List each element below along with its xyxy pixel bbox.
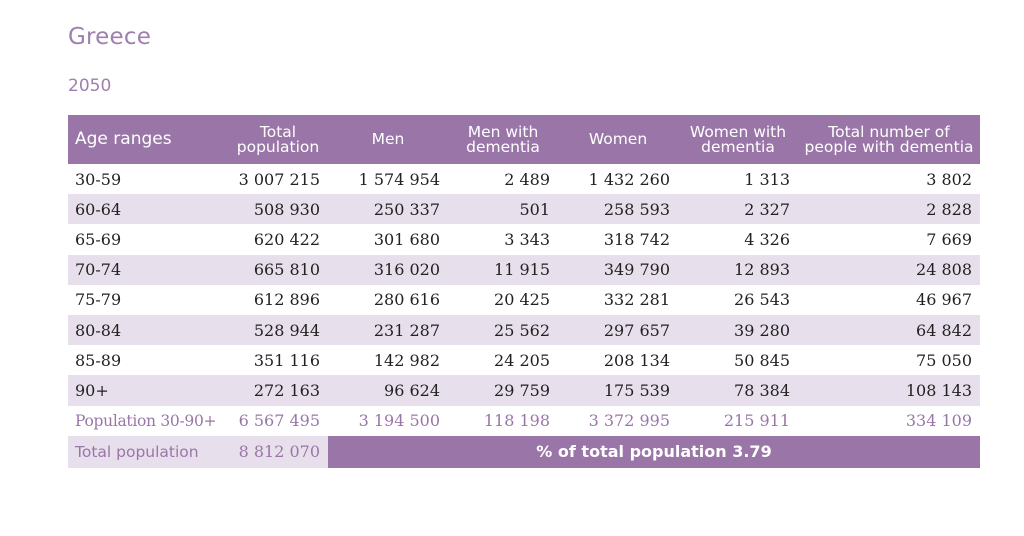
header-men-with-dementia: Men with dementia (466, 122, 540, 156)
cell-women-with-dementia: 2 327 (744, 199, 790, 219)
cell-age-range: 60-64 (75, 199, 122, 219)
total-population-label: Total population (68, 435, 228, 468)
total-population-value: 8 812 070 (228, 435, 328, 468)
cell-age-range: 65-69 (75, 229, 122, 249)
subtotal-total-dementia: 334 109 (905, 411, 972, 431)
cell-women: 1 432 260 (588, 169, 670, 189)
cell-women-with-dementia: 1 313 (744, 169, 790, 189)
cell-total-population: 272 163 (253, 380, 320, 400)
cell-men: 301 680 (373, 229, 440, 249)
page-title: Greece (68, 24, 152, 50)
cell-men: 142 982 (373, 350, 440, 370)
subtotal-women-dementia: 215 911 (723, 411, 790, 431)
header-women: Women (588, 130, 648, 148)
year-subtitle: 2050 (68, 76, 112, 96)
cell-men-with-dementia: 501 (519, 199, 550, 219)
table-row: 30-59 3 007 215 1 574 954 2 489 1 432 260 1 3… (68, 164, 980, 195)
cell-total-with-dementia: 3 802 (926, 169, 972, 189)
cell-women-with-dementia: 50 845 (734, 350, 790, 370)
cell-women: 208 134 (603, 350, 670, 370)
subtotal-men: 3 194 500 (358, 411, 440, 431)
cell-men-with-dementia: 11 915 (494, 260, 550, 280)
total-population-row: Total population 8 812 070 % of total po… (68, 435, 980, 468)
cell-women: 332 281 (603, 290, 670, 310)
cell-women-with-dementia: 78 384 (734, 380, 790, 400)
cell-women-with-dementia: 39 280 (734, 320, 790, 340)
cell-men-with-dementia: 24 205 (494, 350, 550, 370)
cell-total-with-dementia: 24 808 (916, 260, 972, 280)
cell-men-with-dementia: 20 425 (494, 290, 550, 310)
cell-age-range: 70-74 (75, 260, 122, 280)
cell-men-with-dementia: 29 759 (494, 380, 550, 400)
cell-total-population: 665 810 (253, 260, 320, 280)
table-row: 90+ 272 163 96 624 29 759 175 539 78 384 108 1… (68, 375, 980, 406)
cell-total-with-dementia: 108 143 (905, 380, 972, 400)
cell-men: 316 020 (373, 260, 440, 280)
cell-total-with-dementia: 46 967 (916, 290, 972, 310)
subtotal-row: Population 30-90+ 6 567 495 3 194 500 11… (68, 405, 980, 436)
cell-men: 96 624 (384, 380, 440, 400)
table-header-row: Age ranges Total population Men Men with… (68, 115, 980, 164)
cell-total-with-dementia: 64 842 (916, 320, 972, 340)
cell-total-with-dementia: 2 828 (926, 199, 972, 219)
cell-total-population: 612 896 (253, 290, 320, 310)
cell-women: 297 657 (603, 320, 670, 340)
header-total-population: Total population (236, 122, 320, 156)
header-age-ranges: Age ranges (75, 129, 172, 149)
header-men: Men (371, 130, 405, 148)
table-row: 85-89 351 116 142 982 24 205 208 134 50 845 75… (68, 345, 980, 376)
cell-men: 1 574 954 (358, 169, 440, 189)
percent-of-total-population: % of total population 3.79 (328, 435, 980, 468)
cell-total-population: 3 007 215 (238, 169, 320, 189)
cell-age-range: 85-89 (75, 350, 122, 370)
table-row: 70-74 665 810 316 020 11 915 349 790 12 893 24… (68, 254, 980, 285)
cell-women-with-dementia: 4 326 (744, 229, 790, 249)
cell-men: 280 616 (373, 290, 440, 310)
subtotal-label: Population 30-90+ (75, 411, 217, 430)
cell-age-range: 75-79 (75, 290, 122, 310)
cell-age-range: 80-84 (75, 320, 122, 340)
cell-women: 349 790 (603, 260, 670, 280)
table-row: 80-84 528 944 231 287 25 562 297 657 39 280 64… (68, 314, 980, 346)
cell-women-with-dementia: 12 893 (734, 260, 790, 280)
header-women-with-dementia: Women with dementia (689, 122, 787, 156)
cell-women-with-dementia: 26 543 (734, 290, 790, 310)
table-row: 65-69 620 422 301 680 3 343 318 742 4 326 7 66… (68, 224, 980, 255)
cell-total-population: 528 944 (253, 320, 320, 340)
subtotal-women: 3 372 995 (588, 411, 670, 431)
cell-age-range: 30-59 (75, 169, 122, 189)
dementia-table: Age ranges Total population Men Men with… (68, 115, 980, 468)
cell-men-with-dementia: 25 562 (494, 320, 550, 340)
table-row: 60-64 508 930 250 337 501 258 593 2 327 2 828 (68, 194, 980, 225)
cell-total-with-dementia: 75 050 (916, 350, 972, 370)
cell-women: 258 593 (603, 199, 670, 219)
header-total-with-dementia: Total number of people with dementia (804, 122, 974, 156)
cell-age-range: 90+ (75, 380, 109, 400)
cell-women: 318 742 (603, 229, 670, 249)
subtotal-men-dementia: 118 198 (483, 411, 550, 431)
cell-men-with-dementia: 2 489 (504, 169, 550, 189)
cell-men: 231 287 (373, 320, 440, 340)
subtotal-total-population: 6 567 495 (238, 411, 320, 431)
cell-men: 250 337 (373, 199, 440, 219)
cell-men-with-dementia: 3 343 (504, 229, 550, 249)
table-row: 75-79 612 896 280 616 20 425 332 281 26 543 46… (68, 284, 980, 315)
cell-total-population: 620 422 (253, 229, 320, 249)
cell-total-with-dementia: 7 669 (926, 229, 972, 249)
cell-total-population: 351 116 (253, 350, 320, 370)
cell-total-population: 508 930 (253, 199, 320, 219)
cell-women: 175 539 (603, 380, 670, 400)
